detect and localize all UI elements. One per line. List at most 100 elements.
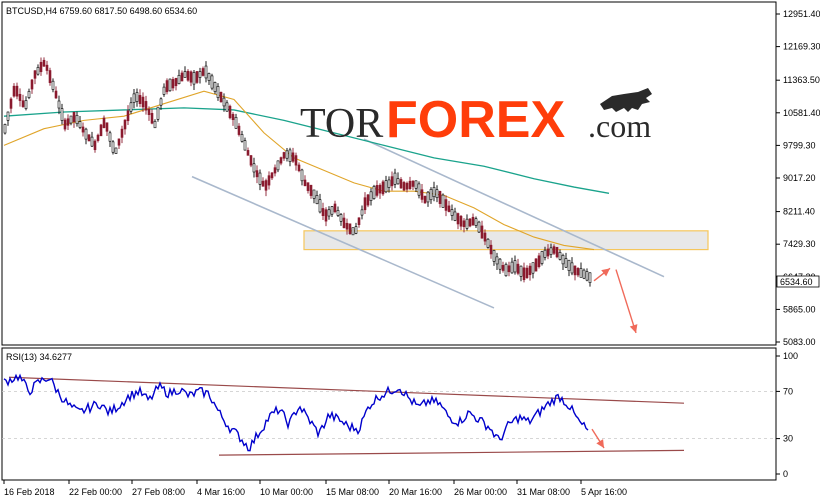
candle-body xyxy=(492,250,496,262)
candle-body xyxy=(222,97,226,107)
candle-body xyxy=(57,100,61,109)
candle-body xyxy=(279,157,283,164)
x-tick-label: 27 Feb 08:00 xyxy=(132,487,185,497)
rsi-tick-label: 30 xyxy=(783,434,793,444)
candle-body xyxy=(18,93,22,101)
candle-body xyxy=(276,160,280,171)
candle-body xyxy=(39,61,43,73)
candle-body xyxy=(579,268,583,278)
candle-body xyxy=(114,147,118,154)
candle-body xyxy=(165,80,169,93)
candle-body xyxy=(441,194,445,208)
candle-body xyxy=(132,93,136,103)
candle-body xyxy=(210,75,214,89)
candle-body xyxy=(351,227,355,236)
candle-body xyxy=(282,152,286,159)
torforex-logo: TOR FOREX .com xyxy=(300,88,652,149)
candle-body xyxy=(567,259,571,271)
candle-body xyxy=(306,182,310,191)
candle-body xyxy=(291,152,295,162)
candle-body xyxy=(240,134,244,142)
candle-body xyxy=(525,267,529,279)
candle-body xyxy=(228,105,232,119)
candle-body xyxy=(375,185,379,196)
x-tick-label: 26 Mar 00:00 xyxy=(454,487,507,497)
candle-body xyxy=(294,155,298,166)
price-tick-label: 9017.20 xyxy=(783,173,816,183)
candle-body xyxy=(498,258,502,270)
candle-body xyxy=(270,172,274,179)
candle-body xyxy=(324,209,328,222)
candle-body xyxy=(549,247,553,255)
candle-body xyxy=(249,155,253,166)
logo-brand: FOREX xyxy=(386,91,565,149)
rsi-tick-label: 100 xyxy=(783,351,798,361)
candle-body xyxy=(267,175,271,186)
candle-body xyxy=(360,209,364,216)
price-forecast-arrow-head xyxy=(601,268,610,277)
candle-body xyxy=(243,140,247,151)
rsi-line xyxy=(3,373,589,452)
candle-body xyxy=(150,112,154,124)
candle-body xyxy=(378,184,382,194)
candle-body xyxy=(183,71,187,78)
candle-body xyxy=(576,268,580,276)
candle-body xyxy=(159,98,163,106)
rsi-forecast-arrow-head xyxy=(596,439,604,449)
candle-body xyxy=(546,248,550,257)
candle-body xyxy=(426,191,430,203)
candle-body xyxy=(255,170,259,178)
candle-body xyxy=(429,189,433,201)
candle-body xyxy=(81,126,85,133)
price-tick-label: 11363.50 xyxy=(783,75,820,85)
candle-body xyxy=(402,182,406,191)
candle-body xyxy=(504,263,508,277)
candle-body xyxy=(69,115,73,124)
candle-body xyxy=(390,176,394,187)
candle-body xyxy=(198,71,202,78)
candle-body xyxy=(363,197,367,211)
candle-body xyxy=(540,251,544,264)
candle-body xyxy=(507,265,511,273)
candle-body xyxy=(357,217,361,225)
candle-body xyxy=(414,180,418,189)
x-tick-label: 31 Mar 08:00 xyxy=(517,487,570,497)
candle-body xyxy=(60,108,64,121)
candle-body xyxy=(24,100,28,109)
candle-body xyxy=(177,74,181,85)
candle-body xyxy=(120,128,124,138)
candle-body xyxy=(30,79,34,90)
candle-body xyxy=(483,232,487,242)
price-tick-label: 9799.30 xyxy=(783,140,816,150)
price-tick-label: 10581.40 xyxy=(783,108,820,118)
logo-prefix: TOR xyxy=(300,101,383,147)
candle-body xyxy=(201,68,205,76)
candle-body xyxy=(333,203,337,213)
ma-fast-line xyxy=(3,90,595,251)
candle-body xyxy=(48,70,52,83)
candle-body xyxy=(366,194,370,206)
bull-icon xyxy=(600,88,652,112)
candle-body xyxy=(258,172,262,185)
x-tick-label: 5 Apr 16:00 xyxy=(581,487,627,497)
candle-body xyxy=(72,112,76,123)
candle-body xyxy=(33,70,37,79)
candle-body xyxy=(105,122,109,132)
price-tick-label: 8211.40 xyxy=(783,207,815,217)
candle-body xyxy=(303,179,307,187)
price-tick-label: 12169.30 xyxy=(783,42,820,52)
candle-body xyxy=(285,150,289,159)
candle-body xyxy=(171,79,175,89)
candle-body xyxy=(369,191,373,201)
candle-body xyxy=(213,82,217,92)
candle-body xyxy=(558,252,562,260)
price-forecast-arrow xyxy=(615,269,637,334)
candle-body xyxy=(537,255,541,268)
candle-body xyxy=(102,117,106,129)
candle-body xyxy=(156,106,160,120)
candle-body xyxy=(585,271,589,281)
candle-body xyxy=(447,205,451,212)
logo-suffix: .com xyxy=(588,108,651,144)
candle-body xyxy=(66,118,70,126)
